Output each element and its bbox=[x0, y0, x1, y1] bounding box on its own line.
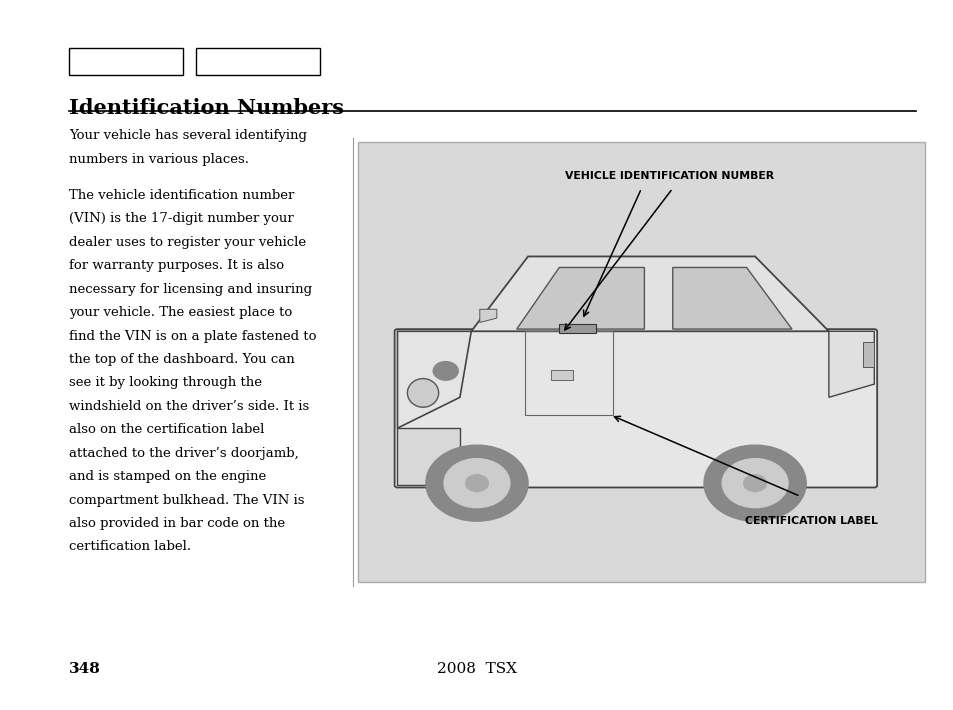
Circle shape bbox=[721, 459, 787, 508]
Bar bbox=[525, 332, 613, 415]
Text: the top of the dashboard. You can: the top of the dashboard. You can bbox=[69, 353, 294, 366]
Text: The vehicle identification number: The vehicle identification number bbox=[69, 189, 294, 202]
FancyBboxPatch shape bbox=[395, 329, 876, 488]
Circle shape bbox=[743, 475, 765, 491]
Text: find the VIN is on a plate fastened to: find the VIN is on a plate fastened to bbox=[69, 329, 315, 342]
Circle shape bbox=[703, 445, 805, 521]
Text: your vehicle. The easiest place to: your vehicle. The easiest place to bbox=[69, 306, 292, 319]
Bar bbox=[862, 342, 873, 366]
Text: (VIN) is the 17-digit number your: (VIN) is the 17-digit number your bbox=[69, 212, 294, 225]
Polygon shape bbox=[828, 332, 873, 398]
Text: also provided in bar code on the: also provided in bar code on the bbox=[69, 517, 285, 530]
Polygon shape bbox=[517, 268, 643, 329]
Text: CERTIFICATION LABEL: CERTIFICATION LABEL bbox=[744, 516, 878, 526]
Text: 2008  TSX: 2008 TSX bbox=[436, 662, 517, 676]
Bar bbox=[558, 324, 596, 334]
Circle shape bbox=[433, 361, 457, 380]
Text: see it by looking through the: see it by looking through the bbox=[69, 376, 261, 389]
Bar bbox=[357, 142, 924, 582]
Bar bbox=[195, 48, 319, 75]
Text: Your vehicle has several identifying: Your vehicle has several identifying bbox=[69, 129, 306, 142]
Text: compartment bulkhead. The VIN is: compartment bulkhead. The VIN is bbox=[69, 493, 304, 506]
Text: Identification Numbers: Identification Numbers bbox=[69, 98, 343, 118]
Bar bbox=[69, 48, 183, 75]
Circle shape bbox=[465, 475, 488, 491]
Text: necessary for licensing and insuring: necessary for licensing and insuring bbox=[69, 283, 312, 295]
Ellipse shape bbox=[407, 378, 438, 408]
Text: also on the certification label: also on the certification label bbox=[69, 423, 264, 436]
Text: 348: 348 bbox=[69, 662, 100, 676]
Text: windshield on the driver’s side. It is: windshield on the driver’s side. It is bbox=[69, 400, 309, 413]
Text: dealer uses to register your vehicle: dealer uses to register your vehicle bbox=[69, 236, 306, 248]
Polygon shape bbox=[479, 310, 497, 322]
Text: certification label.: certification label. bbox=[69, 540, 191, 553]
Polygon shape bbox=[397, 428, 459, 486]
Polygon shape bbox=[397, 332, 471, 428]
Text: attached to the driver’s doorjamb,: attached to the driver’s doorjamb, bbox=[69, 447, 298, 459]
Circle shape bbox=[425, 445, 527, 521]
Polygon shape bbox=[672, 268, 791, 329]
Circle shape bbox=[443, 459, 509, 508]
Text: and is stamped on the engine: and is stamped on the engine bbox=[69, 470, 266, 483]
Text: numbers in various places.: numbers in various places. bbox=[69, 153, 249, 165]
Polygon shape bbox=[471, 256, 828, 332]
Text: VEHICLE IDENTIFICATION NUMBER: VEHICLE IDENTIFICATION NUMBER bbox=[565, 170, 774, 180]
Bar bbox=[550, 370, 573, 380]
Text: for warranty purposes. It is also: for warranty purposes. It is also bbox=[69, 259, 283, 272]
